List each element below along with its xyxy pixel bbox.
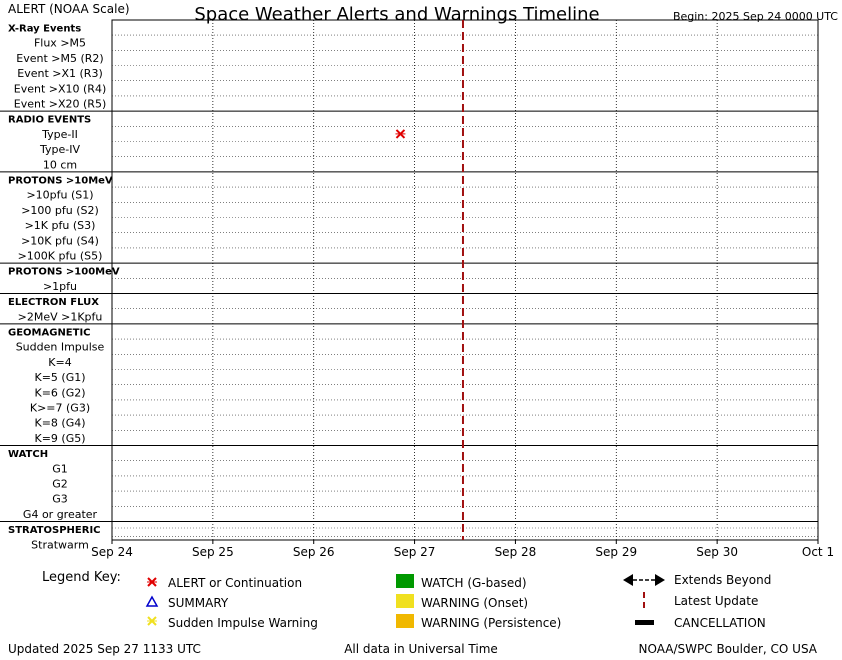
row-label-x-ray-events: X-Ray Events [8,24,81,35]
row-label-2mev-1kpfu: >2MeV >1Kpfu [18,310,103,323]
x-tick-label: Oct 1 [802,545,834,559]
extends-beyond-arrow-icon [623,574,665,586]
row-label-flux-m5: Flux >M5 [34,37,86,50]
row-label-g2: G2 [52,478,68,491]
row-label-1pfu: >1pfu [43,280,77,293]
row-label-100-pfu-s2: >100 pfu (S2) [21,204,99,217]
row-label-k-4: K=4 [48,356,71,369]
row-label-event-m5-r2: Event >M5 (R2) [16,52,103,65]
alert-x-icon [147,577,157,587]
row-label-radio-events: RADIO EVENTS [8,115,91,126]
x-tick-label: Sep 24 [91,545,133,559]
legend-cancellation-label: CANCELLATION [674,616,766,630]
legend-watch-label: WATCH (G-based) [421,576,527,590]
row-label-protons-10mev: PROTONS >10MeV [8,176,113,187]
legend-extends-label: Extends Beyond [674,573,771,587]
legend: Legend Key: ALERT or Continuation SUMMAR… [42,570,771,630]
legend-latest-update-label: Latest Update [674,594,758,608]
cancellation-bar-icon [635,620,654,625]
row-label-1k-pfu-s3: >1K pfu (S3) [25,219,96,232]
row-label-k-8-g4: K=8 (G4) [34,417,85,430]
watch-square-icon [396,574,414,588]
x-tick-label: Sep 27 [394,545,436,559]
begin-label: Begin: 2025 Sep 24 0000 UTC [673,10,838,23]
row-label-electron-flux: ELECTRON FLUX [8,297,99,308]
row-label-k-5-g1: K=5 (G1) [34,371,85,384]
grid [0,20,818,540]
x-tick-label: Sep 28 [495,545,537,559]
warning-persistence-square-icon [396,614,414,628]
row-label-k-9-g5: K=9 (G5) [34,432,85,445]
row-label-stratwarm: Stratwarm [31,538,89,551]
event-marks [395,20,464,540]
row-label-10pfu-s1: >10pfu (S1) [26,189,93,202]
row-label-type-ii: Type-II [41,128,78,141]
row-label-g1: G1 [52,462,68,475]
row-label-stratospheric: STRATOSPHERIC [8,525,101,536]
row-label-k-6-g2: K=6 (G2) [34,386,85,399]
legend-warning-onset-label: WARNING (Onset) [421,596,528,610]
row-label-100k-pfu-s5: >100K pfu (S5) [18,250,103,263]
row-label-event-x1-r3: Event >X1 (R3) [17,67,102,80]
x-tick-label: Sep 30 [696,545,738,559]
row-label-watch: WATCH [8,449,48,460]
row-labels: X-Ray Events Flux >M5 Event >M5 (R2) Event … [8,24,120,552]
x-tick-label: Sep 26 [293,545,335,559]
alert-scale-label: ALERT (NOAA Scale) [8,2,130,16]
plot-frame [111,19,819,541]
legend-warning-persistence-label: WARNING (Persistence) [421,616,561,630]
legend-title: Legend Key: [42,570,121,585]
x-tick-label: Sep 25 [192,545,234,559]
sudden-impulse-x-icon [147,616,157,626]
legend-sudden-impulse-label: Sudden Impulse Warning [168,616,318,630]
universal-time-note: All data in Universal Time [344,642,498,656]
credit-text: NOAA/SWPC Boulder, CO USA [639,642,818,656]
legend-summary-label: SUMMARY [168,596,229,610]
row-label-10k-pfu-s4: >10K pfu (S4) [21,234,99,247]
row-label-k-7-g3: K>=7 (G3) [30,402,90,415]
legend-alert-label: ALERT or Continuation [168,576,302,590]
row-label-g4-or-greater: G4 or greater [23,508,98,521]
chart-title: Space Weather Alerts and Warnings Timeli… [194,4,599,25]
event-mark-alert [395,129,406,139]
x-tick-label: Sep 29 [595,545,637,559]
updated-timestamp: Updated 2025 Sep 27 1133 UTC [8,642,201,656]
row-label-g3: G3 [52,493,68,506]
row-label-sudden-impulse: Sudden Impulse [16,341,105,354]
x-axis: Sep 24 Sep 25 Sep 26 Sep 27 Sep 28 Sep 29 Sep … [91,540,834,559]
row-label-event-x10-r4: Event >X10 (R4) [14,82,106,95]
warning-onset-square-icon [396,594,414,608]
row-label-protons-100mev: PROTONS >100MeV [8,267,120,278]
summary-triangle-icon [145,595,159,607]
row-label-type-iv: Type-IV [39,143,80,156]
row-label-geomagnetic: GEOMAGNETIC [8,328,91,339]
row-label-event-x20-r5: Event >X20 (R5) [14,98,106,111]
row-label-10-cm: 10 cm [43,158,77,171]
